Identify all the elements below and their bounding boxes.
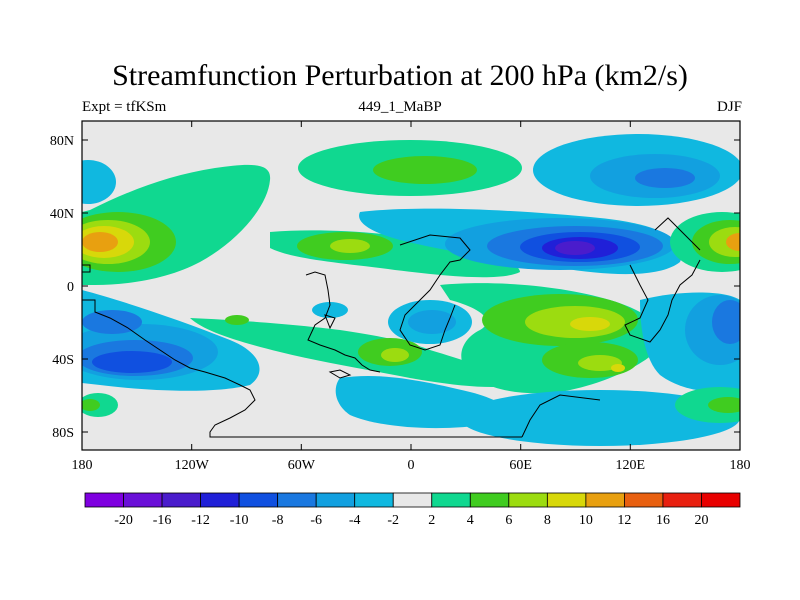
contour-shape xyxy=(712,300,740,344)
contour-shape xyxy=(460,390,740,446)
lon-tick-label: 180 xyxy=(730,458,751,473)
colorbar-label: 12 xyxy=(617,513,631,528)
colorbar-label: 4 xyxy=(467,513,474,528)
contour-shape xyxy=(190,318,520,388)
colorbar-label: 20 xyxy=(694,513,708,528)
contour-shape xyxy=(92,351,172,373)
colorbar-label: 6 xyxy=(505,513,512,528)
colorbar-swatch xyxy=(431,492,471,508)
contour-shape xyxy=(408,310,456,334)
contour-shape xyxy=(373,156,477,184)
colorbar-swatch xyxy=(624,492,664,508)
contour-shape xyxy=(330,239,370,253)
colorbar-label: 10 xyxy=(579,513,593,528)
colorbar-swatch xyxy=(161,492,201,508)
contour-shape xyxy=(708,397,740,413)
colorbar-label: 2 xyxy=(428,513,435,528)
lat-tick-label: 80N xyxy=(50,134,74,149)
contour-shape xyxy=(82,310,142,334)
contour-shape xyxy=(611,364,625,372)
lon-tick-label: 60E xyxy=(509,458,532,473)
contour-shape xyxy=(709,227,740,257)
contour-shape xyxy=(82,232,118,252)
axis-ticks xyxy=(82,121,740,450)
lon-tick-label: 180 xyxy=(72,458,93,473)
colorbar-label: -20 xyxy=(114,513,133,528)
contour-shape xyxy=(570,317,610,331)
lon-tick-label: 120W xyxy=(175,458,210,473)
colorbar-label: -16 xyxy=(153,513,172,528)
case-label: 449_1_MaBP xyxy=(358,99,442,115)
experiment-label: Expt = tfKSm xyxy=(82,99,167,115)
colorbar-swatch xyxy=(238,492,279,508)
contour-shape xyxy=(381,348,409,362)
lat-tick-label: 40S xyxy=(52,353,74,368)
contour-shape xyxy=(312,302,348,318)
contour-shape xyxy=(726,233,740,251)
colorbar-label: 16 xyxy=(656,513,670,528)
lon-tick-label: 60W xyxy=(288,458,316,473)
season-label: DJF xyxy=(716,99,742,115)
colorbar-label: -8 xyxy=(272,513,284,528)
plot-title: Streamfunction Perturbation at 200 hPa (… xyxy=(112,59,688,92)
colorbar-swatch xyxy=(469,492,510,508)
contour-field xyxy=(82,121,740,450)
colorbar-label: -6 xyxy=(310,513,322,528)
lat-tick-label: 80S xyxy=(52,426,74,441)
lat-tick-label: 0 xyxy=(67,280,74,295)
lon-tick-label: 0 xyxy=(408,458,415,473)
lon-tick-label: 120E xyxy=(616,458,646,473)
contour-shape xyxy=(675,387,740,423)
colorbar-swatch xyxy=(508,492,548,508)
colorbar-swatch xyxy=(354,492,394,508)
contour-shape xyxy=(82,399,100,411)
colorbar-label: -10 xyxy=(230,513,249,528)
colorbar-swatch xyxy=(546,492,587,508)
coastlines xyxy=(82,217,701,438)
colorbar-label: -4 xyxy=(349,513,361,528)
colorbar-swatch xyxy=(123,492,163,508)
colorbar-label: -12 xyxy=(191,513,210,528)
colorbar-label: -2 xyxy=(387,513,399,528)
colorbar-swatch xyxy=(662,492,702,508)
colorbar: -20 -16 -12 -10 -8 -6 -4 -2 2 4 6 8 10 12 16 20 xyxy=(84,492,741,528)
colorbar-swatch xyxy=(585,492,625,508)
colorbar-swatch xyxy=(701,492,741,508)
contour-shape xyxy=(225,315,249,325)
contour-shape xyxy=(555,241,595,255)
colorbar-swatch xyxy=(200,492,240,508)
colorbar-swatch xyxy=(315,492,356,508)
colorbar-swatch xyxy=(277,492,317,508)
colorbar-swatch xyxy=(84,492,124,508)
contour-shape xyxy=(635,168,695,188)
colorbar-swatch xyxy=(392,492,433,508)
colorbar-label: 8 xyxy=(544,513,551,528)
contour-shape xyxy=(578,355,622,371)
lat-tick-label: 40N xyxy=(50,207,74,222)
contour-shape xyxy=(82,160,116,204)
